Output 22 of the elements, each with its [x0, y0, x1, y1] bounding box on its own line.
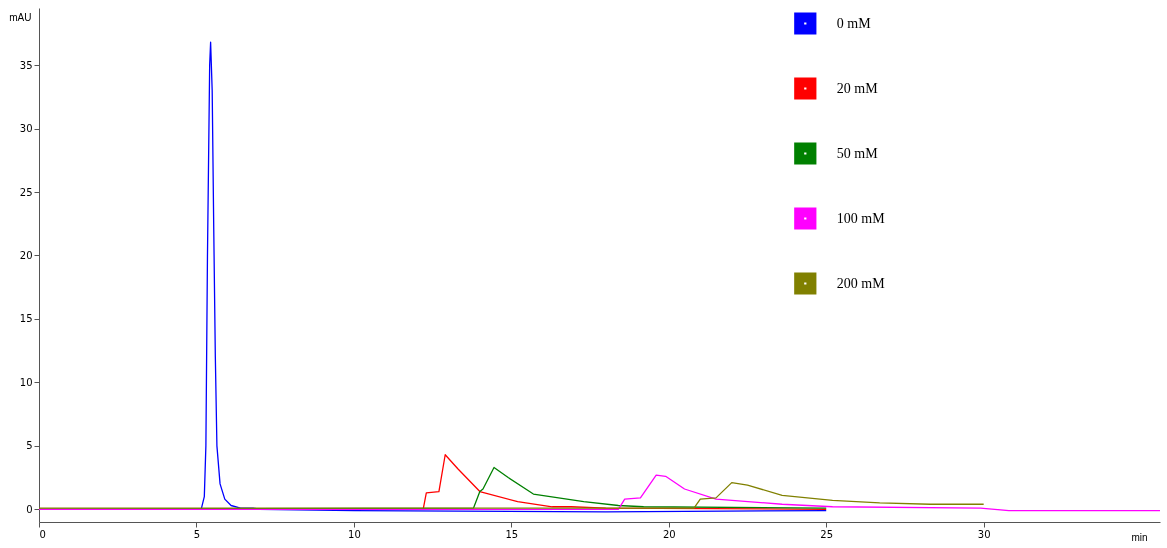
- x-tick-label: 5: [193, 528, 201, 540]
- x-tick-label: 25: [820, 528, 834, 540]
- legend-label: 100 mM: [836, 210, 886, 226]
- legend-label: 200 mM: [836, 275, 886, 291]
- y-tick-label: 10: [19, 376, 33, 388]
- y-tick-label: 25: [19, 186, 33, 198]
- x-tick-label: 30: [977, 528, 991, 540]
- y-axis-title: mAU: [9, 11, 32, 23]
- legend-label: 20 mM: [836, 80, 879, 96]
- y-tick-label: 0: [26, 503, 33, 515]
- x-tick-label: 10: [348, 528, 361, 540]
- y-tick-label: 15: [19, 313, 33, 325]
- x-tick-label: 20: [662, 528, 676, 540]
- y-tick-label: 35: [19, 59, 33, 71]
- x-tick-label: 0: [39, 528, 46, 540]
- y-tick-label: 30: [19, 123, 33, 135]
- y-tick-label: 20: [19, 249, 33, 261]
- legend-label: 0 mM: [836, 15, 872, 31]
- x-tick-label: 15: [505, 528, 519, 540]
- y-tick-label: 5: [26, 440, 33, 452]
- x-axis-title: min: [1131, 531, 1148, 543]
- legend-label: 50 mM: [836, 145, 879, 161]
